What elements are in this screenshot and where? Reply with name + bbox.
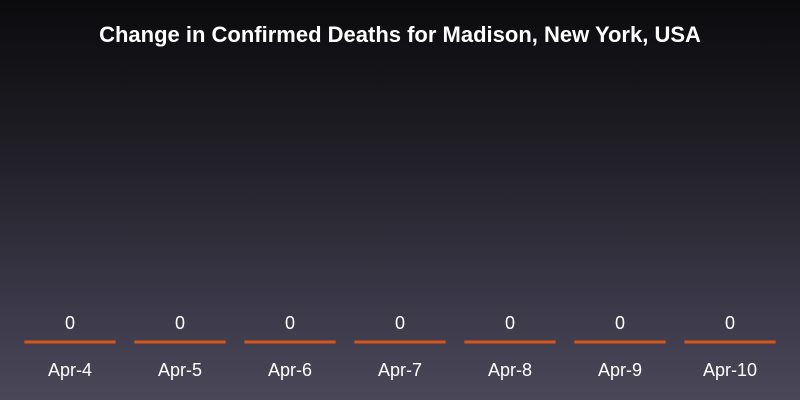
- bar-Apr-6: [244, 340, 336, 344]
- data-label-Apr-8: 0: [505, 313, 515, 333]
- x-tick-Apr-8: Apr-8: [488, 360, 532, 380]
- x-tick-Apr-10: Apr-10: [703, 360, 757, 380]
- x-tick-Apr-4: Apr-4: [48, 360, 92, 380]
- x-tick-Apr-5: Apr-5: [158, 360, 202, 380]
- x-tick-Apr-6: Apr-6: [268, 360, 312, 380]
- bars-layer: [24, 340, 776, 344]
- data-label-Apr-9: 0: [615, 313, 625, 333]
- x-tick-Apr-7: Apr-7: [378, 360, 422, 380]
- x-tick-Apr-9: Apr-9: [598, 360, 642, 380]
- x-axis-tick-labels: Apr-4 Apr-5 Apr-6 Apr-7 Apr-8 Apr-9 Apr-10: [48, 360, 757, 380]
- bar-Apr-8: [464, 340, 556, 344]
- data-label-Apr-5: 0: [175, 313, 185, 333]
- bar-Apr-7: [354, 340, 446, 344]
- bar-Apr-10: [684, 340, 776, 344]
- bar-Apr-4: [24, 340, 116, 344]
- chart-title: Change in Confirmed Deaths for Madison, …: [99, 22, 701, 47]
- value-labels-layer: 0 0 0 0 0 0 0: [65, 313, 735, 333]
- data-label-Apr-7: 0: [395, 313, 405, 333]
- data-label-Apr-4: 0: [65, 313, 75, 333]
- data-label-Apr-10: 0: [725, 313, 735, 333]
- bar-Apr-9: [574, 340, 666, 344]
- data-label-Apr-6: 0: [285, 313, 295, 333]
- bar-Apr-5: [134, 340, 226, 344]
